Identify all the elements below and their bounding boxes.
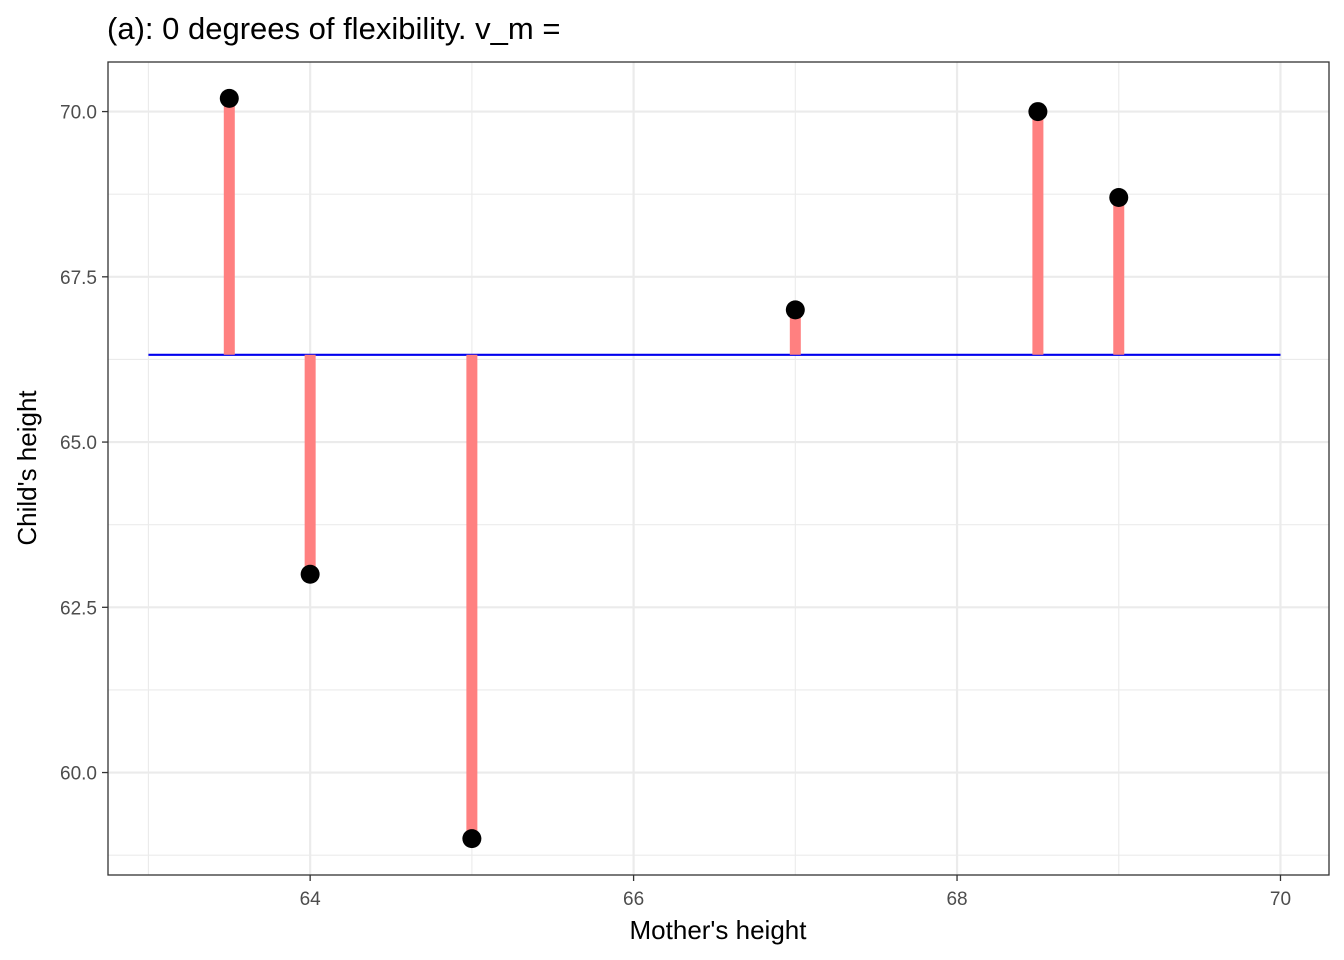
- x-tick-label: 64: [300, 889, 322, 910]
- data-point: [785, 300, 805, 320]
- y-axis-title: Child's height: [12, 390, 42, 546]
- grid-lines: [108, 62, 1329, 875]
- y-tick-label: 62.5: [60, 598, 97, 619]
- y-axis-ticks: 60.0 62.5 65.0 67.5 70.0: [60, 103, 108, 785]
- data-point: [300, 564, 320, 584]
- y-tick-label: 67.5: [60, 268, 97, 289]
- data-point: [219, 88, 239, 108]
- y-tick-label: 70.0: [60, 103, 97, 124]
- x-tick-label: 70: [1270, 889, 1291, 910]
- data-points: [219, 88, 1129, 849]
- data-point: [462, 829, 482, 849]
- data-point: [1109, 188, 1129, 207]
- panel-border: [107, 61, 1330, 876]
- x-tick-label: 68: [946, 889, 967, 910]
- y-tick-label: 65.0: [60, 433, 97, 454]
- data-point: [1028, 102, 1048, 122]
- x-axis-ticks: 64 66 68 70: [300, 875, 1291, 910]
- x-tick-label: 66: [623, 889, 644, 910]
- x-axis-title: Mother's height: [630, 915, 808, 945]
- y-tick-label: 60.0: [60, 764, 97, 785]
- residual-segments: [223, 98, 1125, 839]
- chart-title: (a): 0 degrees of flexibility. v_m =: [107, 11, 560, 46]
